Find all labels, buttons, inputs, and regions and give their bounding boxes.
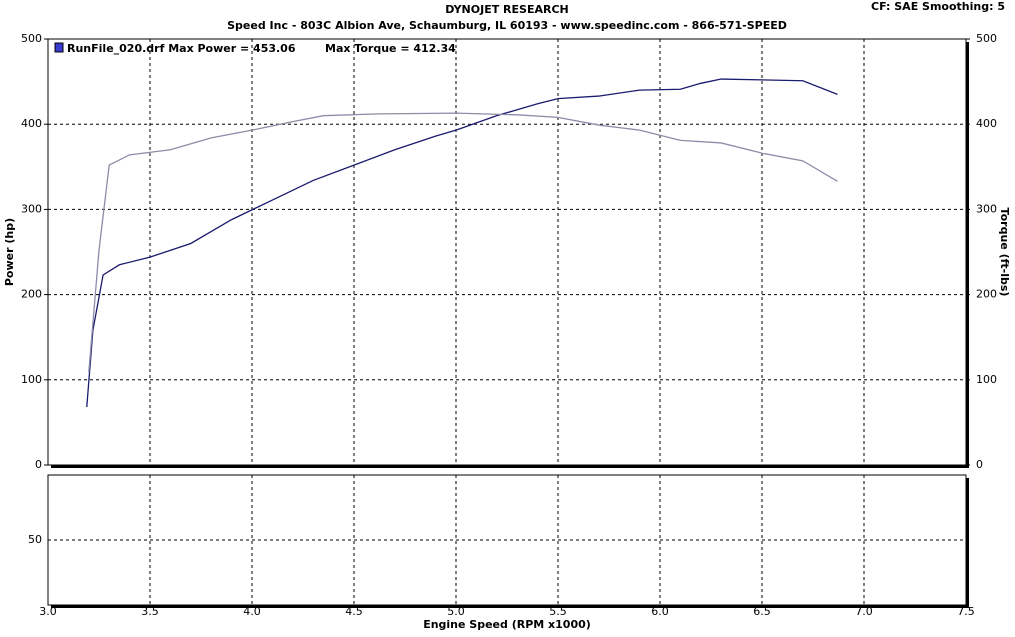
chart-title: DYNOJET RESEARCH [445, 3, 568, 16]
x-tick-label: 5.0 [447, 605, 465, 618]
x-tick-label: 6.5 [753, 605, 771, 618]
y2-tick-label: 200 [976, 288, 997, 301]
y2-axis-title: Torque (ft-lbs) [998, 208, 1011, 297]
y-tick-label: 500 [21, 32, 42, 45]
y-tick-label: 0 [35, 458, 42, 471]
legend-entry: RunFile_020.drf Max Power = 453.06 [67, 42, 296, 55]
y2-tick-label: 100 [976, 373, 997, 386]
y2-tick-label: 0 [976, 458, 983, 471]
upper-panel [47, 38, 967, 466]
y-tick-label: 200 [21, 288, 42, 301]
x-tick-label: 3.0 [39, 605, 57, 618]
y-axis-title: Power (hp) [3, 218, 16, 286]
lower-y-tick-label: 50 [28, 533, 42, 546]
series-line [88, 112, 838, 373]
y2-tick-label: 500 [976, 32, 997, 45]
x-tick-label: 4.0 [243, 605, 261, 618]
chart-subtitle: Speed Inc - 803C Albion Ave, Schaumburg,… [227, 19, 787, 32]
x-tick-label: 7.0 [855, 605, 873, 618]
y2-tick-label: 300 [976, 202, 997, 215]
x-tick-label: 7.5 [957, 605, 975, 618]
x-tick-label: 6.0 [651, 605, 669, 618]
x-tick-label: 5.5 [549, 605, 567, 618]
y2-tick-label: 400 [976, 117, 997, 130]
y-tick-label: 400 [21, 117, 42, 130]
y-tick-label: 100 [21, 373, 42, 386]
series-line [86, 78, 838, 408]
legend-entry: Max Torque = 412.34 [325, 42, 456, 55]
legend-swatch [54, 42, 64, 53]
settings-label: CF: SAE Smoothing: 5 [871, 0, 1005, 13]
x-tick-label: 4.5 [345, 605, 363, 618]
x-axis-title: Engine Speed (RPM x1000) [423, 618, 591, 631]
x-tick-label: 3.5 [141, 605, 159, 618]
y-tick-label: 300 [21, 202, 42, 215]
